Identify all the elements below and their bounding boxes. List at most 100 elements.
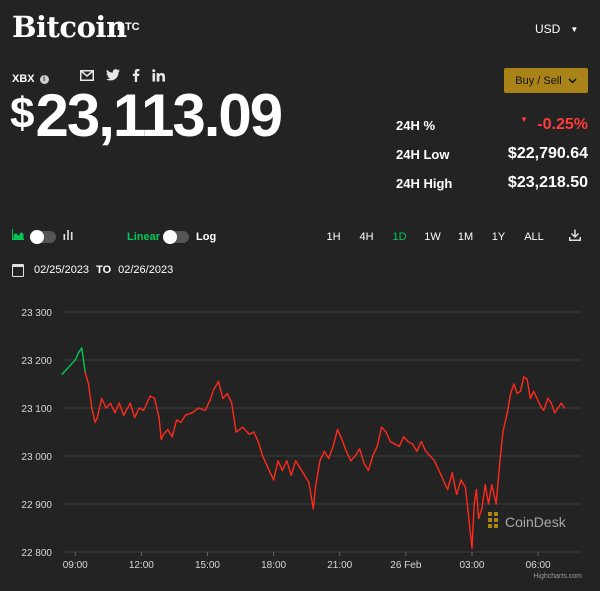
price-line-segment [509, 383, 515, 395]
price-line-segment [261, 455, 268, 467]
toggle-knob [163, 230, 177, 244]
email-icon[interactable] [80, 69, 94, 85]
range-1h[interactable]: 1H [326, 231, 341, 243]
price-line-segment [226, 392, 233, 404]
price-line-segment [171, 419, 178, 438]
range-1m[interactable]: 1M [457, 231, 474, 243]
price-line-segment [380, 426, 387, 433]
price-line-segment [498, 431, 504, 467]
price-line-segment [438, 469, 444, 481]
log-scale-label[interactable]: Log [196, 231, 217, 243]
x-tick-label: 21:00 [327, 560, 352, 571]
price-line-segment [266, 464, 273, 476]
twitter-icon[interactable] [106, 69, 120, 85]
price-line-segment [70, 359, 76, 366]
stat-change: 24H % ▼ -0.25% [396, 114, 588, 143]
ticker-symbol: BTC [117, 21, 140, 33]
price-line-segment [550, 402, 556, 414]
price-line-segment [197, 407, 207, 412]
chevron-down-icon: ▼ [570, 25, 579, 35]
currency-selector[interactable]: USD ▼ [535, 22, 578, 36]
range-all[interactable]: ALL [524, 231, 544, 243]
price-line-segment [253, 431, 259, 443]
linkedin-icon[interactable] [152, 69, 165, 85]
range-1w[interactable]: 1W [424, 231, 441, 243]
price-line-segment [118, 402, 125, 416]
price-line-segment [416, 440, 422, 452]
stat-low: 24H Low $22,790.64 [396, 143, 588, 172]
price-line-segment [411, 443, 418, 452]
price-line-segment [389, 440, 396, 445]
price-line-segment [122, 402, 132, 416]
linear-scale-label[interactable]: Linear [127, 231, 161, 243]
price-line-segment [191, 407, 200, 414]
price-line-segment [230, 402, 237, 433]
area-chart-icon[interactable] [12, 229, 24, 243]
date-to-label: TO [96, 264, 112, 276]
info-icon[interactable]: i [39, 74, 49, 84]
price-line-segment [91, 407, 96, 424]
price-line-segment [81, 347, 86, 373]
price-line-segment [336, 428, 343, 440]
price-line-segment [257, 440, 264, 457]
price-line-segment [272, 460, 279, 481]
price-line-segment [204, 400, 211, 412]
price-line-segment [84, 371, 90, 385]
buy-sell-label: Buy / Sell [515, 74, 562, 87]
price-line-segment [299, 467, 306, 476]
price-line-segment [539, 404, 545, 412]
x-tick-label: 15:00 [195, 560, 220, 571]
price-line-segment [290, 460, 297, 476]
price-line-segment [74, 352, 80, 361]
calendar-icon[interactable] [12, 263, 24, 277]
price-line-segment [495, 464, 501, 505]
price-line-segment [180, 414, 187, 424]
price-line-segment [175, 419, 182, 424]
x-tick-label: 18:00 [261, 560, 286, 571]
share-links [80, 68, 165, 85]
price-line-segment [286, 460, 292, 476]
price-line-segment [455, 479, 462, 496]
price-line-segment [222, 392, 229, 400]
price-line-segment [376, 426, 383, 448]
price-line-segment [533, 390, 538, 400]
price-line-segment [65, 364, 72, 371]
price-line-segment [323, 450, 330, 460]
download-icon[interactable] [569, 229, 581, 244]
coindesk-logo-icon [494, 512, 498, 516]
price-line-segment [471, 503, 475, 549]
current-price: $23,113.09 [10, 86, 283, 146]
price-line-segment [241, 426, 251, 436]
price-line-segment [358, 448, 365, 464]
date-from[interactable]: 02/25/2023 [34, 264, 90, 276]
scale-toggle[interactable] [163, 230, 189, 244]
price-line-segment [363, 462, 370, 472]
price-line-segment [277, 460, 284, 472]
price-line-segment [513, 383, 518, 395]
range-1y[interactable]: 1Y [491, 231, 506, 243]
price-line-segment [314, 460, 321, 488]
price-currency-symbol: $ [10, 89, 35, 138]
price-chart[interactable]: 23 300 23 200 23 100 23 000 22 900 22 800 09:0… [0, 296, 600, 591]
buy-sell-button[interactable]: Buy / Sell [504, 68, 588, 93]
range-1d[interactable]: 1D [392, 231, 407, 243]
x-tick-label: 26 Feb [390, 560, 422, 571]
facebook-icon[interactable] [132, 68, 140, 85]
price-line-segment [394, 443, 400, 448]
stat-value: $22,790.64 [507, 145, 588, 162]
price-line-segment [487, 484, 493, 505]
date-range: 02/25/2023 TO 02/26/2023 [12, 262, 173, 278]
date-to[interactable]: 02/26/2023 [118, 264, 174, 276]
price-line-segment [142, 395, 151, 412]
chart-type-toggle[interactable] [30, 230, 56, 244]
y-tick-label: 23 200 [21, 356, 52, 367]
y-tick-label: 23 000 [21, 452, 52, 463]
price-line-segment [114, 402, 121, 414]
candlestick-chart-icon[interactable] [63, 229, 73, 244]
page-title: Bitcoin [12, 10, 127, 44]
price-line-segment [213, 380, 220, 390]
price-line-segment [554, 407, 559, 414]
x-tick-label: 03:00 [459, 560, 484, 571]
range-4h[interactable]: 4H [359, 231, 374, 243]
price-line-segment [94, 416, 99, 424]
